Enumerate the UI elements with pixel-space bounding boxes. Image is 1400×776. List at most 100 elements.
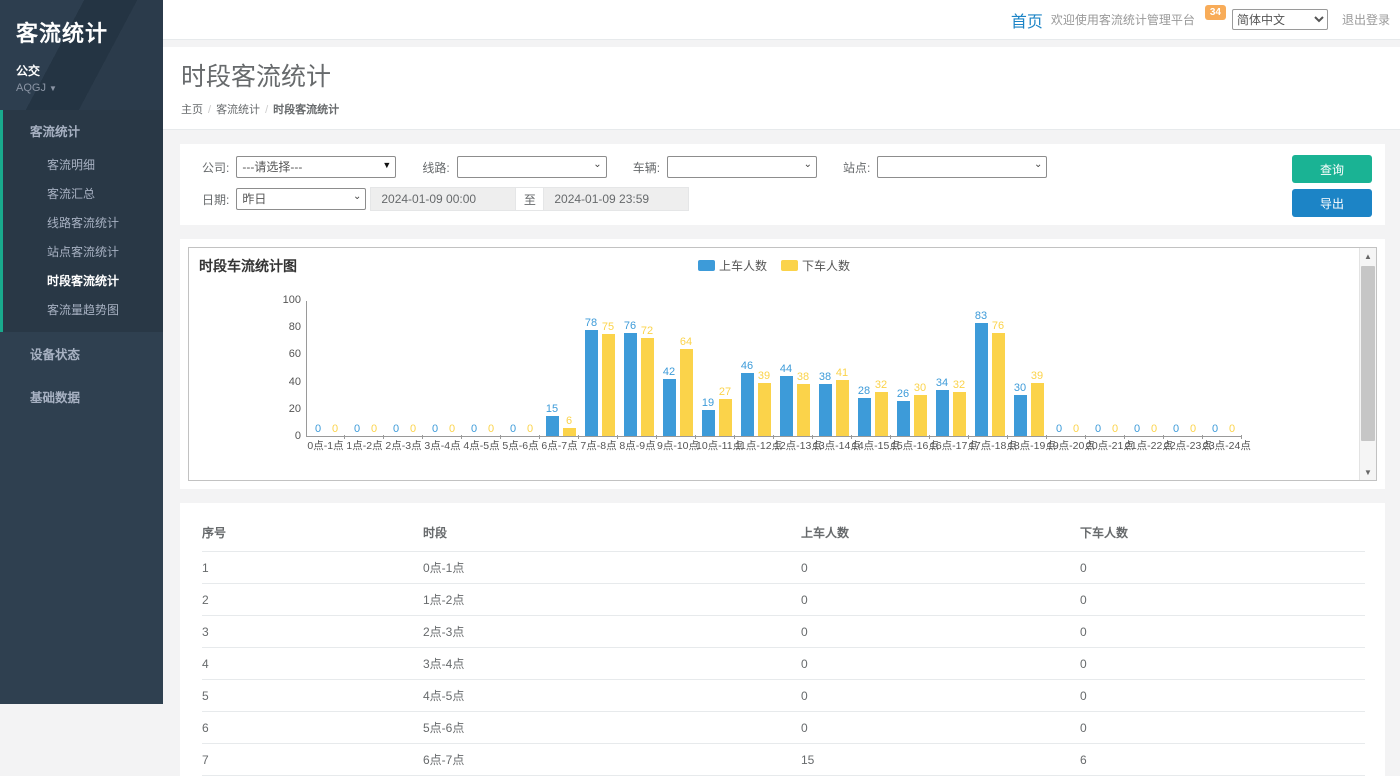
bar[interactable] bbox=[663, 379, 676, 436]
station-select[interactable] bbox=[877, 156, 1047, 178]
bar-column: 0 bbox=[429, 424, 442, 436]
sidebar-subitem[interactable]: 线路客流统计 bbox=[3, 208, 163, 237]
bar[interactable] bbox=[585, 330, 598, 436]
bar-value-label: 0 bbox=[1056, 424, 1062, 435]
language-select[interactable]: 简体中文 bbox=[1232, 9, 1328, 30]
bar-column: 0 bbox=[407, 424, 420, 436]
bar[interactable] bbox=[936, 390, 949, 436]
sidebar-item[interactable]: 基础数据 bbox=[0, 375, 163, 418]
table-row: 21点-2点00 bbox=[202, 584, 1365, 616]
bar[interactable] bbox=[758, 383, 771, 436]
sidebar-subitem[interactable]: 客流汇总 bbox=[3, 179, 163, 208]
x-axis-tick-label: 11点-12点 bbox=[735, 438, 774, 453]
bar-value-label: 0 bbox=[471, 424, 477, 435]
bar[interactable] bbox=[1014, 395, 1027, 436]
bar-group: 1927 bbox=[697, 301, 736, 436]
bar-value-label: 83 bbox=[975, 311, 987, 322]
x-axis-tick-label: 9点-10点 bbox=[657, 438, 696, 453]
table-cell: 3 bbox=[202, 616, 423, 648]
bar[interactable] bbox=[602, 334, 615, 436]
sidebar-subitem[interactable]: 时段客流统计 bbox=[3, 266, 163, 295]
breadcrumb-section[interactable]: 客流统计 bbox=[216, 104, 260, 116]
bar[interactable] bbox=[875, 392, 888, 436]
bar[interactable] bbox=[741, 373, 754, 436]
notification-badge[interactable]: 34 bbox=[1205, 5, 1226, 20]
bar[interactable] bbox=[624, 333, 637, 436]
bar-value-label: 41 bbox=[836, 368, 848, 379]
user-menu[interactable]: AQGJ ▼ bbox=[16, 82, 149, 94]
date-to-input[interactable]: 2024-01-09 23:59 bbox=[543, 187, 689, 211]
sidebar-subitem[interactable]: 客流明细 bbox=[3, 150, 163, 179]
sidebar-subitem[interactable]: 客流量趋势图 bbox=[3, 295, 163, 324]
bar[interactable] bbox=[975, 323, 988, 436]
sidebar-subitem[interactable]: 站点客流统计 bbox=[3, 237, 163, 266]
sidebar-item[interactable]: 设备状态 bbox=[0, 332, 163, 375]
bar[interactable] bbox=[702, 410, 715, 436]
bar[interactable] bbox=[897, 401, 910, 436]
bar[interactable] bbox=[719, 399, 732, 436]
line-select[interactable] bbox=[457, 156, 607, 178]
bar-group: 00 bbox=[1087, 301, 1126, 436]
chart-vertical-scrollbar[interactable]: ▲ ▼ bbox=[1359, 248, 1376, 480]
export-button[interactable]: 导出 bbox=[1292, 189, 1372, 217]
bar-group: 3039 bbox=[1009, 301, 1048, 436]
bar[interactable] bbox=[953, 392, 966, 436]
bar-value-label: 30 bbox=[1014, 383, 1026, 394]
bar[interactable] bbox=[797, 384, 810, 436]
bar-column: 0 bbox=[1070, 424, 1083, 436]
x-axis-tick-label: 21点-22点 bbox=[1125, 438, 1164, 453]
bar-value-label: 38 bbox=[819, 372, 831, 383]
chart-panel: 时段车流统计图 上车人数下车人数 02040608010000000000000… bbox=[180, 239, 1385, 489]
bar[interactable] bbox=[836, 380, 849, 436]
query-button[interactable]: 查询 bbox=[1292, 155, 1372, 183]
bar[interactable] bbox=[858, 398, 871, 436]
bar-column: 0 bbox=[329, 424, 342, 436]
bar[interactable] bbox=[563, 428, 576, 436]
bar[interactable] bbox=[1031, 383, 1044, 436]
scrollbar-thumb[interactable] bbox=[1361, 266, 1375, 441]
home-link[interactable]: 首页 bbox=[1011, 8, 1043, 32]
bar[interactable] bbox=[780, 376, 793, 436]
bar-column: 19 bbox=[702, 398, 715, 436]
table-cell: 0 bbox=[801, 712, 1080, 744]
bar-value-label: 34 bbox=[936, 378, 948, 389]
legend-item[interactable]: 上车人数 bbox=[698, 257, 767, 274]
bar-value-label: 0 bbox=[1151, 424, 1157, 435]
scroll-up-icon[interactable]: ▲ bbox=[1360, 248, 1376, 264]
bar-value-label: 27 bbox=[719, 387, 731, 398]
bar-column: 15 bbox=[546, 404, 559, 436]
bar[interactable] bbox=[914, 395, 927, 436]
bar[interactable] bbox=[992, 333, 1005, 436]
vehicle-select[interactable] bbox=[667, 156, 817, 178]
bar-column: 0 bbox=[368, 424, 381, 436]
company-label: 公司: bbox=[202, 159, 229, 176]
bar-column: 27 bbox=[719, 387, 732, 436]
bar[interactable] bbox=[546, 416, 559, 436]
sidebar-item-passenger-stats[interactable]: 客流统计 bbox=[3, 110, 163, 150]
x-axis-tick-label: 10点-11点 bbox=[696, 438, 735, 453]
scroll-down-icon[interactable]: ▼ bbox=[1360, 464, 1376, 480]
bar-value-label: 0 bbox=[1212, 424, 1218, 435]
company-select[interactable]: ---请选择--- bbox=[236, 156, 396, 178]
bar-group: 2832 bbox=[853, 301, 892, 436]
bar-value-label: 32 bbox=[953, 380, 965, 391]
legend-item[interactable]: 下车人数 bbox=[781, 257, 850, 274]
table-cell: 0 bbox=[1080, 648, 1365, 680]
bar[interactable] bbox=[680, 349, 693, 436]
x-axis-tick-label: 22点-23点 bbox=[1164, 438, 1203, 453]
bar-value-label: 30 bbox=[914, 383, 926, 394]
bar-column: 32 bbox=[875, 380, 888, 436]
table-cell: 5 bbox=[202, 680, 423, 712]
x-axis-tick-label: 16点-17点 bbox=[930, 438, 969, 453]
bar-column: 0 bbox=[351, 424, 364, 436]
date-from-input[interactable]: 2024-01-09 00:00 bbox=[370, 187, 516, 211]
line-label: 线路: bbox=[422, 159, 449, 176]
bar[interactable] bbox=[819, 384, 832, 436]
logout-link[interactable]: 退出登录 bbox=[1342, 11, 1390, 28]
date-preset-select[interactable]: 昨日 bbox=[236, 188, 366, 210]
bar-group: 156 bbox=[541, 301, 580, 436]
legend-label: 上车人数 bbox=[719, 257, 767, 274]
y-axis-tick-label: 20 bbox=[273, 403, 301, 415]
breadcrumb-home[interactable]: 主页 bbox=[181, 104, 203, 116]
bar[interactable] bbox=[641, 338, 654, 436]
